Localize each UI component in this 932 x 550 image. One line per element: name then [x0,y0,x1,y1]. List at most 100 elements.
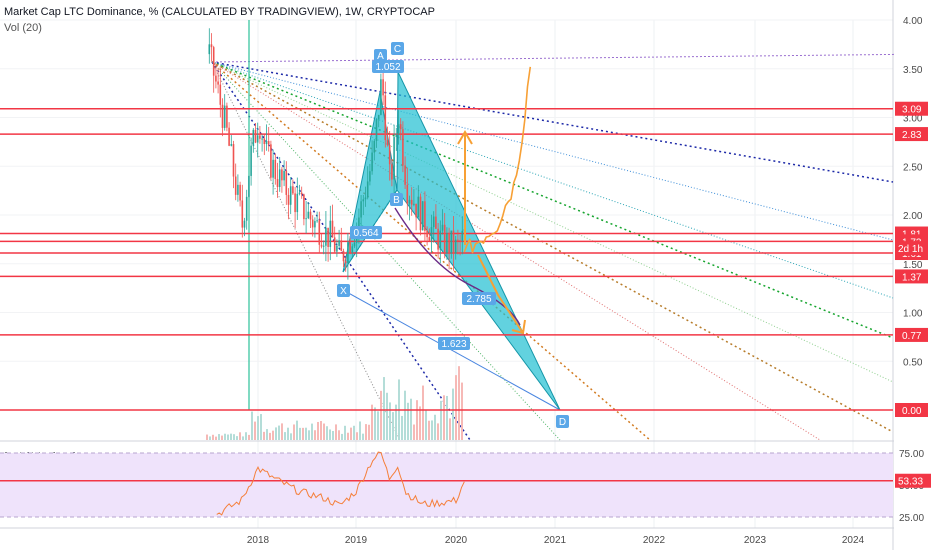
level-tag-text: 3.09 [902,105,922,116]
time-tick-label: 2020 [445,535,468,546]
candle-body [388,145,391,165]
fan-line [211,61,894,299]
candle-body [395,134,398,138]
pattern-ratio-bg [438,337,470,350]
fan-line [211,61,821,441]
volume-bar [284,432,286,440]
volume-bar [281,423,283,440]
chart-header: Market Cap LTC Dominance, % (CALCULATED … [4,4,435,36]
volume-bar [263,431,265,440]
volume-bar [428,420,430,440]
volume-bars [206,20,463,440]
candle-body [443,224,446,254]
pattern-point-b-bg [390,193,403,206]
volume-bar [335,424,337,440]
candle-body [287,194,290,205]
candle-body [276,179,279,187]
volume-bar [338,430,340,440]
price-tick-label: 2.00 [903,211,923,222]
pattern-ratio: 1.052 [372,60,404,73]
volume-bar [380,390,382,440]
candle-body [316,220,318,222]
candle-body [441,224,444,231]
fan-lines [211,53,932,441]
volume-bar [347,432,349,440]
candle-body [212,47,215,76]
candle-body [406,184,409,204]
volume-bar [371,404,373,440]
volume-bar [236,436,238,440]
candle-body [419,196,422,231]
current-price-tag [895,241,928,256]
candle-body [446,233,448,254]
volume-bar [278,425,280,440]
volume-bar [212,434,214,440]
candle-body [380,79,382,115]
volume-bar [389,402,391,440]
pattern-ratio: 2.785 [462,292,496,305]
candle-body [340,240,343,251]
candle-body [426,230,428,238]
volume-bar [419,406,421,440]
volume-bar [209,436,211,440]
candle-body [430,227,433,241]
candle-body [305,218,307,220]
pattern-ratio-bg [462,292,496,305]
price-tick-label: 0.50 [903,357,923,368]
candle-body [318,220,321,245]
candle-body [294,193,296,213]
pattern-point-c-bg [391,42,404,55]
candle-body [296,193,299,213]
candle-body [360,201,362,218]
candle-body [459,240,461,242]
candle-body [386,140,389,146]
candle-body [338,240,340,246]
time-tick-label: 2024 [842,535,865,546]
level-tag-bg [895,101,928,116]
volume-bar [215,436,217,440]
candle-body [353,242,356,247]
candle-body [241,200,244,228]
rsi-tick-label: 75.00 [899,449,924,460]
pattern-ratio: 1.623 [438,337,470,350]
candle-body [309,211,312,220]
candle-body [278,169,281,187]
volume-bar [437,423,439,440]
candle-body [375,119,378,141]
candle-body [336,245,338,252]
volume-bar [287,427,289,440]
rsi-band [0,453,893,517]
candle-body [369,171,371,182]
volume-bar [254,421,256,440]
price-tick-label: 1.50 [903,260,923,271]
projection-arrowhead-up [457,130,473,145]
volume-bar [395,404,397,440]
rsi-level-text: 53.33 [898,477,923,488]
candle-body [215,75,217,82]
candle-body [450,230,453,254]
pattern-point-b: B [390,193,403,206]
volume-bar [329,429,331,440]
candle-body [461,230,464,242]
candle-body [217,81,219,85]
candle-body [208,44,211,55]
volume-bar [359,421,361,440]
candle-body [223,105,226,128]
pattern-ratio: 0.564 [350,226,382,239]
volume-bar [290,433,292,440]
candle-body [393,137,395,180]
volume-bar [302,427,304,440]
candle-body [327,227,329,247]
volume-bar [293,424,295,440]
volume-bar [404,390,406,440]
volume-bar [455,375,457,440]
candle-body [358,217,360,228]
candle-body [410,199,413,205]
candle-body [265,141,268,145]
time-tick-label: 2021 [544,535,567,546]
rsi-path [216,451,465,516]
volume-bar [227,434,229,440]
candle-body [331,220,334,238]
candle-body [329,220,332,247]
